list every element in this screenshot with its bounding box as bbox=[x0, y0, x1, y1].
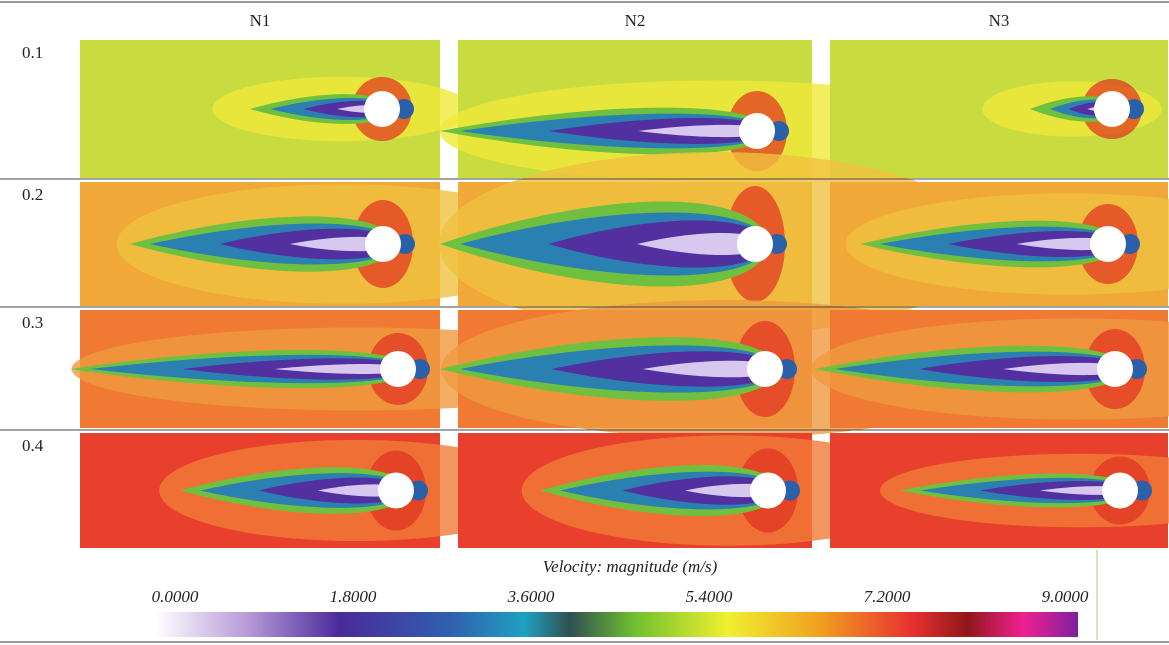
cylinder bbox=[378, 473, 414, 509]
cylinder bbox=[380, 351, 416, 387]
colorbar-tick-label: 0.0000 bbox=[152, 587, 199, 606]
column-header: N3 bbox=[989, 11, 1010, 30]
cylinder bbox=[739, 113, 775, 149]
cylinder bbox=[747, 351, 783, 387]
cylinder bbox=[1094, 91, 1130, 127]
colorbar bbox=[155, 612, 1078, 637]
cylinder bbox=[1090, 226, 1126, 262]
colorbar-tick-label: 1.8000 bbox=[330, 587, 377, 606]
flow-field bbox=[811, 310, 1169, 428]
page: {"headers": {"columns": ["N1", "N2", "N3… bbox=[0, 0, 1169, 645]
row-label: 0.4 bbox=[22, 436, 44, 455]
colorbar-tick-label: 7.2000 bbox=[864, 587, 911, 606]
colorbar-tick-label: 9.0000 bbox=[1042, 587, 1089, 606]
flow-field bbox=[830, 182, 1169, 306]
colorbar-title: Velocity: magnitude (m/s) bbox=[543, 557, 718, 576]
colorbar-tick-label: 3.6000 bbox=[507, 587, 555, 606]
cylinder bbox=[737, 226, 773, 262]
colorbar-tick-label: 5.4000 bbox=[686, 587, 733, 606]
cylinder bbox=[364, 91, 400, 127]
flow-field bbox=[830, 40, 1168, 178]
cylinder bbox=[365, 226, 401, 262]
cylinder bbox=[1102, 473, 1138, 509]
flow-field bbox=[830, 433, 1169, 548]
row-label: 0.1 bbox=[22, 43, 43, 62]
row-label: 0.3 bbox=[22, 313, 43, 332]
cells bbox=[70, 40, 1169, 548]
cylinder bbox=[1097, 351, 1133, 387]
column-header: N1 bbox=[250, 11, 271, 30]
figure: Velocity: magnitude (m/s) 0.1 0.2 0.3 0.4 N1… bbox=[0, 0, 1169, 645]
column-header: N2 bbox=[625, 11, 646, 30]
cylinder bbox=[750, 473, 786, 509]
flow-field bbox=[80, 40, 472, 178]
row-label: 0.2 bbox=[22, 185, 43, 204]
